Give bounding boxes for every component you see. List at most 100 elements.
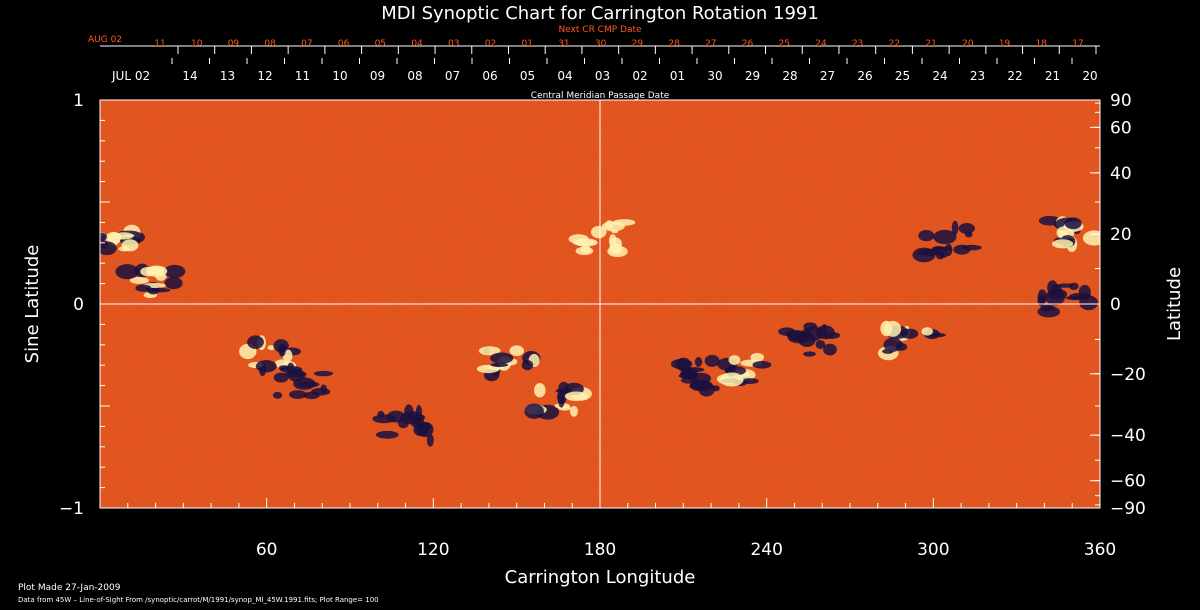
next-cr-start-label: AUG 02 bbox=[88, 35, 122, 45]
positive-flux-patch bbox=[129, 276, 149, 284]
x-tick-label: 240 bbox=[750, 540, 782, 560]
next-cr-date-label: 23 bbox=[852, 39, 863, 49]
negative-flux-patch bbox=[752, 360, 772, 369]
cmp-axis: JUL 02 14 13 12 11 10 09 08 07 06 05 04 03 02 01 30 29 2… bbox=[111, 58, 1098, 101]
next-cr-axis-label: Next CR CMP Date bbox=[558, 25, 642, 35]
y-axis-right: 90 60 40 20 0 −20 −40 −60 −90 bbox=[1090, 91, 1146, 519]
negative-flux-patch bbox=[741, 378, 759, 384]
negative-flux-patch bbox=[415, 405, 422, 419]
positive-flux-patch bbox=[609, 243, 623, 255]
positive-flux-patch bbox=[611, 229, 619, 234]
negative-flux-patch bbox=[313, 370, 334, 377]
positive-flux-patch bbox=[605, 220, 614, 230]
next-cr-date-label: 29 bbox=[632, 39, 644, 49]
negative-flux-patch bbox=[961, 244, 982, 251]
negative-flux-patch bbox=[1047, 280, 1058, 296]
negative-flux-patch bbox=[803, 351, 816, 357]
negative-flux-patch bbox=[951, 220, 959, 236]
next-cr-date-label: 28 bbox=[668, 39, 680, 49]
cmp-date-label: 05 bbox=[520, 69, 535, 83]
negative-flux-patch bbox=[490, 362, 509, 367]
negative-flux-patch bbox=[1079, 295, 1099, 311]
negative-flux-patch bbox=[414, 422, 432, 431]
next-cr-date-label: 07 bbox=[301, 39, 312, 49]
negative-flux-patch bbox=[918, 229, 935, 242]
positive-flux-patch bbox=[534, 383, 546, 398]
next-cr-date-label: 09 bbox=[228, 39, 240, 49]
cmp-date-label: 22 bbox=[1007, 69, 1022, 83]
y-axis-left: 1 0 −1 bbox=[59, 91, 110, 519]
positive-flux-patch bbox=[476, 364, 500, 374]
negative-flux-patch bbox=[273, 372, 289, 383]
negative-flux-patch bbox=[375, 430, 399, 439]
positive-flux-patch bbox=[1052, 239, 1074, 249]
x-axis-label: Carrington Longitude bbox=[505, 567, 696, 588]
cmp-date-label: 29 bbox=[745, 69, 760, 83]
data-source-note: Data from 45W – Line-of-Sight From /syno… bbox=[18, 596, 379, 604]
cmp-date-label: 08 bbox=[407, 69, 422, 83]
negative-flux-patch bbox=[426, 433, 434, 447]
positive-flux-patch bbox=[569, 405, 578, 417]
negative-flux-patch bbox=[377, 410, 385, 418]
negative-flux-patch bbox=[272, 391, 283, 399]
cmp-date-label: 11 bbox=[295, 69, 310, 83]
negative-flux-patch bbox=[933, 246, 952, 251]
next-cr-date-label: 01 bbox=[521, 39, 532, 49]
negative-flux-patch bbox=[289, 390, 307, 399]
next-cr-date-label: 31 bbox=[558, 39, 569, 49]
next-cr-date-label: 10 bbox=[191, 39, 203, 49]
positive-flux-patch bbox=[113, 232, 134, 240]
negative-flux-patch bbox=[670, 358, 693, 370]
cmp-date-label: 01 bbox=[670, 69, 685, 83]
cmp-date-label: 21 bbox=[1045, 69, 1060, 83]
negative-flux-patch bbox=[821, 324, 828, 334]
y-left-tick-label: −1 bbox=[59, 499, 84, 519]
cmp-date-label: 12 bbox=[257, 69, 272, 83]
next-cr-date-label: 19 bbox=[999, 39, 1011, 49]
y-right-tick-label: −90 bbox=[1110, 499, 1146, 519]
cmp-date-label: 28 bbox=[782, 69, 797, 83]
negative-flux-patch bbox=[1037, 306, 1061, 318]
positive-flux-patch bbox=[590, 225, 607, 239]
plot-made-note: Plot Made 27-Jan-2009 bbox=[18, 583, 121, 593]
next-cr-date-label: 08 bbox=[264, 39, 276, 49]
negative-flux-patch bbox=[900, 328, 919, 339]
y-right-tick-label: 20 bbox=[1110, 225, 1132, 245]
chart-title: MDI Synoptic Chart for Carrington Rotati… bbox=[381, 3, 819, 24]
cmp-date-label: 25 bbox=[895, 69, 910, 83]
y-left-tick-label: 1 bbox=[73, 91, 84, 111]
y-right-tick-label: −60 bbox=[1110, 472, 1146, 492]
negative-flux-patch bbox=[912, 247, 936, 263]
y-axis-right-label: Latitude bbox=[1164, 267, 1185, 341]
negative-flux-patch bbox=[387, 410, 406, 423]
cmp-date-label: 10 bbox=[332, 69, 347, 83]
cmp-date-label: 14 bbox=[182, 69, 197, 83]
cmp-date-label: 02 bbox=[632, 69, 647, 83]
next-cr-date-label: 17 bbox=[1072, 39, 1083, 49]
cmp-axis-label: Central Meridian Passage Date bbox=[531, 91, 670, 101]
y-right-tick-label: 90 bbox=[1110, 91, 1132, 111]
negative-flux-patch bbox=[100, 232, 107, 241]
cmp-start-label: JUL 02 bbox=[111, 69, 150, 83]
negative-flux-patch bbox=[255, 360, 277, 373]
y-right-tick-label: 60 bbox=[1110, 118, 1132, 138]
cmp-date-label: 06 bbox=[482, 69, 497, 83]
negative-flux-patch bbox=[694, 356, 703, 367]
negative-flux-patch bbox=[115, 264, 139, 280]
negative-flux-patch bbox=[490, 352, 514, 364]
positive-flux-patch bbox=[728, 355, 741, 365]
cmp-date-label: 09 bbox=[370, 69, 385, 83]
negative-flux-patch bbox=[704, 354, 720, 367]
negative-flux-patch bbox=[521, 359, 534, 371]
y-right-tick-label: 0 bbox=[1110, 295, 1121, 315]
cmp-date-label: 07 bbox=[445, 69, 460, 83]
x-tick-label: 360 bbox=[1084, 540, 1116, 560]
positive-flux-patch bbox=[719, 372, 744, 387]
negative-flux-patch bbox=[678, 372, 699, 379]
next-cr-date-label: 18 bbox=[1036, 39, 1048, 49]
positive-flux-patch bbox=[575, 246, 594, 256]
cmp-date-label: 30 bbox=[707, 69, 722, 83]
negative-flux-patch bbox=[404, 404, 414, 421]
next-cr-date-label: 24 bbox=[815, 39, 827, 49]
